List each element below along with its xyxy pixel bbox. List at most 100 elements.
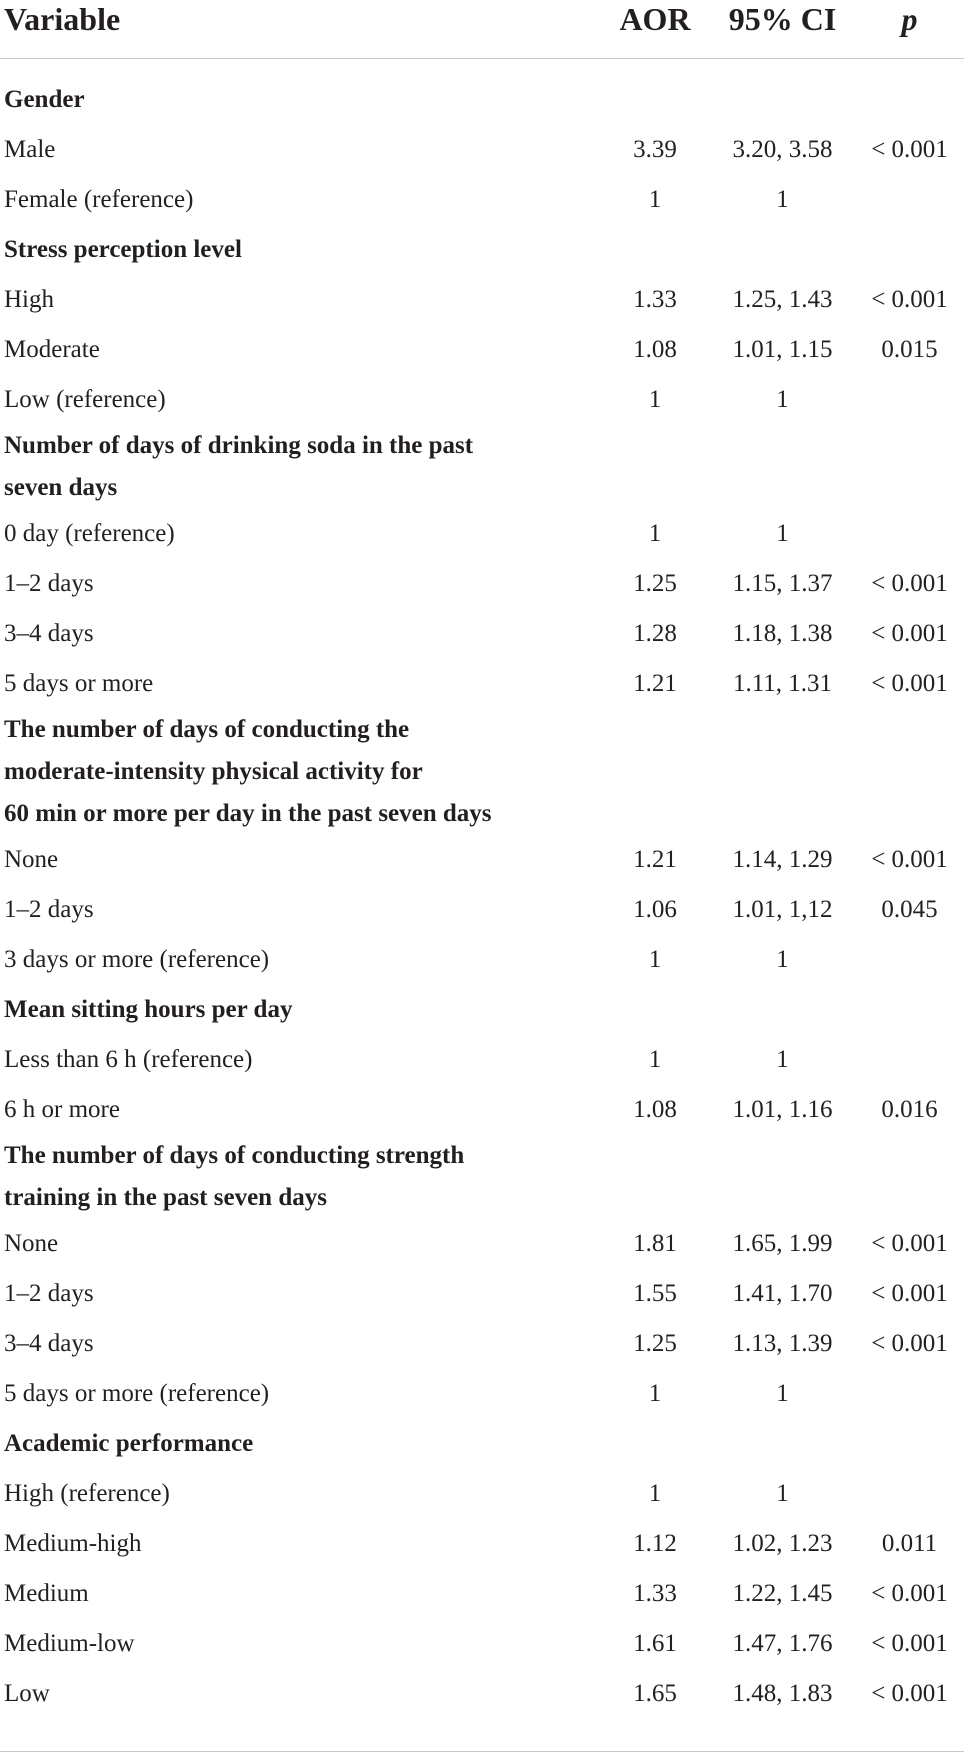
section-heading-line: moderate-intensity physical activity for bbox=[4, 757, 423, 785]
aor-cell: 1.81 bbox=[633, 1229, 677, 1257]
row-label: 0 day (reference) bbox=[4, 519, 175, 547]
table-row: 6 h or more 1.08 1.01, 1.16 0.016 bbox=[0, 1085, 964, 1135]
table-row: Low (reference) 1 1 bbox=[0, 375, 964, 425]
section-heading-row: Academic performance bbox=[0, 1419, 964, 1469]
aor-cell: 1.61 bbox=[633, 1629, 677, 1657]
ci-cell: 1.47, 1.76 bbox=[732, 1629, 833, 1657]
aor-cell: 1.12 bbox=[633, 1529, 677, 1557]
row-label: None bbox=[4, 845, 59, 873]
p-value-cell bbox=[845, 1035, 964, 1085]
section-heading-line: Number of days of drinking soda in the p… bbox=[4, 431, 474, 459]
aor-cell: 1.25 bbox=[633, 1329, 677, 1357]
section-heading: Academic performance bbox=[4, 1429, 254, 1457]
ci-cell: 1 bbox=[776, 185, 789, 213]
header-ci: 95% CI bbox=[700, 0, 845, 59]
header-row: Variable AOR 95% CI p bbox=[0, 0, 964, 59]
table-row: 5 days or more (reference) 1 1 bbox=[0, 1369, 964, 1419]
section-heading-line: The number of days of conducting strengt… bbox=[4, 1141, 465, 1169]
row-label: Less than 6 h (reference) bbox=[4, 1045, 253, 1073]
p-value-cell: < 0.001 bbox=[871, 1579, 948, 1607]
p-value-cell: 0.045 bbox=[881, 895, 938, 923]
row-label: Low (reference) bbox=[4, 385, 166, 413]
p-value-cell: < 0.001 bbox=[871, 845, 948, 873]
p-value-cell: 0.016 bbox=[881, 1095, 938, 1123]
row-label: 1–2 days bbox=[4, 1279, 94, 1307]
ci-cell: 1 bbox=[776, 1479, 789, 1507]
p-value-cell: < 0.001 bbox=[871, 569, 948, 597]
section-heading-row: Gender bbox=[0, 75, 964, 125]
ci-cell: 1.11, 1.31 bbox=[732, 669, 833, 697]
p-value-cell bbox=[845, 935, 964, 985]
header-p-value: p bbox=[845, 0, 964, 59]
table-row: None 1.81 1.65, 1.99 < 0.001 bbox=[0, 1219, 964, 1269]
section-heading: Number of days of drinking soda in the p… bbox=[0, 425, 964, 509]
ci-cell: 3.20, 3.58 bbox=[732, 135, 833, 163]
table-row: 5 days or more 1.21 1.11, 1.31 < 0.001 bbox=[0, 659, 964, 709]
table-row: High (reference) 1 1 bbox=[0, 1469, 964, 1519]
row-label: Medium-low bbox=[4, 1629, 135, 1657]
aor-cell: 1.08 bbox=[633, 1095, 677, 1123]
ci-cell: 1 bbox=[776, 385, 789, 413]
row-label: High bbox=[4, 285, 54, 313]
table-row: Medium 1.33 1.22, 1.45 < 0.001 bbox=[0, 1569, 964, 1619]
ci-cell: 1.15, 1.37 bbox=[732, 569, 833, 597]
p-value-cell bbox=[845, 509, 964, 559]
row-label: Medium bbox=[4, 1579, 89, 1607]
ci-cell: 1.01, 1.16 bbox=[732, 1095, 833, 1123]
ci-cell: 1.01, 1.15 bbox=[732, 335, 833, 363]
aor-cell: 1 bbox=[648, 1479, 662, 1507]
row-label: Medium-high bbox=[4, 1529, 142, 1557]
p-value-cell: < 0.001 bbox=[871, 1329, 948, 1357]
row-label: 5 days or more (reference) bbox=[4, 1379, 270, 1407]
aor-cell: 1 bbox=[648, 1045, 662, 1073]
aor-cell: 1 bbox=[648, 1379, 662, 1407]
ci-cell: 1.22, 1.45 bbox=[732, 1579, 833, 1607]
p-value-cell bbox=[845, 1369, 964, 1419]
ci-cell: 1.13, 1.39 bbox=[732, 1329, 833, 1357]
ci-cell: 1 bbox=[776, 1045, 789, 1073]
row-label: None bbox=[4, 1229, 59, 1257]
table-row: Female (reference) 1 1 bbox=[0, 175, 964, 225]
aor-cell: 1 bbox=[648, 185, 662, 213]
ci-cell: 1 bbox=[776, 519, 789, 547]
ci-cell: 1.65, 1.99 bbox=[732, 1229, 833, 1257]
row-label: 5 days or more bbox=[4, 669, 154, 697]
ci-cell: 1.18, 1.38 bbox=[732, 619, 833, 647]
aor-cell: 1 bbox=[648, 519, 662, 547]
table-row: Low 1.65 1.48, 1.83 < 0.001 bbox=[0, 1669, 964, 1719]
p-value-cell bbox=[845, 375, 964, 425]
table-body: Gender Male 3.39 3.20, 3.58 < 0.001 Female (r… bbox=[0, 59, 964, 1719]
table-row: 1–2 days 1.06 1.01, 1,12 0.045 bbox=[0, 885, 964, 935]
table-row: Medium-low 1.61 1.47, 1.76 < 0.001 bbox=[0, 1619, 964, 1669]
p-value-cell: < 0.001 bbox=[871, 1679, 948, 1707]
p-value-cell bbox=[845, 175, 964, 225]
table-header: Variable AOR 95% CI p bbox=[0, 0, 964, 59]
section-heading-line: seven days bbox=[4, 473, 118, 501]
aor-cell: 1 bbox=[648, 945, 662, 973]
section-heading-row: The number of days of conducting the mode… bbox=[0, 709, 964, 835]
row-label: Male bbox=[4, 135, 56, 163]
regression-results-table: Variable AOR 95% CI p Gender Male 3.39 3.20… bbox=[0, 0, 964, 1719]
p-value-cell: < 0.001 bbox=[871, 285, 948, 313]
table-row: Less than 6 h (reference) 1 1 bbox=[0, 1035, 964, 1085]
section-heading-row: The number of days of conducting strengt… bbox=[0, 1135, 964, 1219]
p-value-cell: < 0.001 bbox=[871, 1629, 948, 1657]
ci-cell: 1.01, 1,12 bbox=[732, 895, 833, 923]
row-label: Female (reference) bbox=[4, 185, 194, 213]
table-row: Male 3.39 3.20, 3.58 < 0.001 bbox=[0, 125, 964, 175]
aor-cell: 1.21 bbox=[633, 669, 677, 697]
aor-cell: 1.28 bbox=[633, 619, 677, 647]
p-value-cell: < 0.001 bbox=[871, 669, 948, 697]
section-heading-line: The number of days of conducting the bbox=[4, 715, 410, 743]
p-value-cell: < 0.001 bbox=[871, 1229, 948, 1257]
table-row: High 1.33 1.25, 1.43 < 0.001 bbox=[0, 275, 964, 325]
aor-cell: 1.21 bbox=[633, 845, 677, 873]
aor-cell: 1.08 bbox=[633, 335, 677, 363]
section-heading-row: Number of days of drinking soda in the p… bbox=[0, 425, 964, 509]
section-heading: Mean sitting hours per day bbox=[4, 995, 293, 1023]
aor-cell: 1.65 bbox=[633, 1679, 677, 1707]
table-row: 1–2 days 1.25 1.15, 1.37 < 0.001 bbox=[0, 559, 964, 609]
ci-cell: 1.14, 1.29 bbox=[732, 845, 833, 873]
row-label: 3 days or more (reference) bbox=[4, 945, 270, 973]
